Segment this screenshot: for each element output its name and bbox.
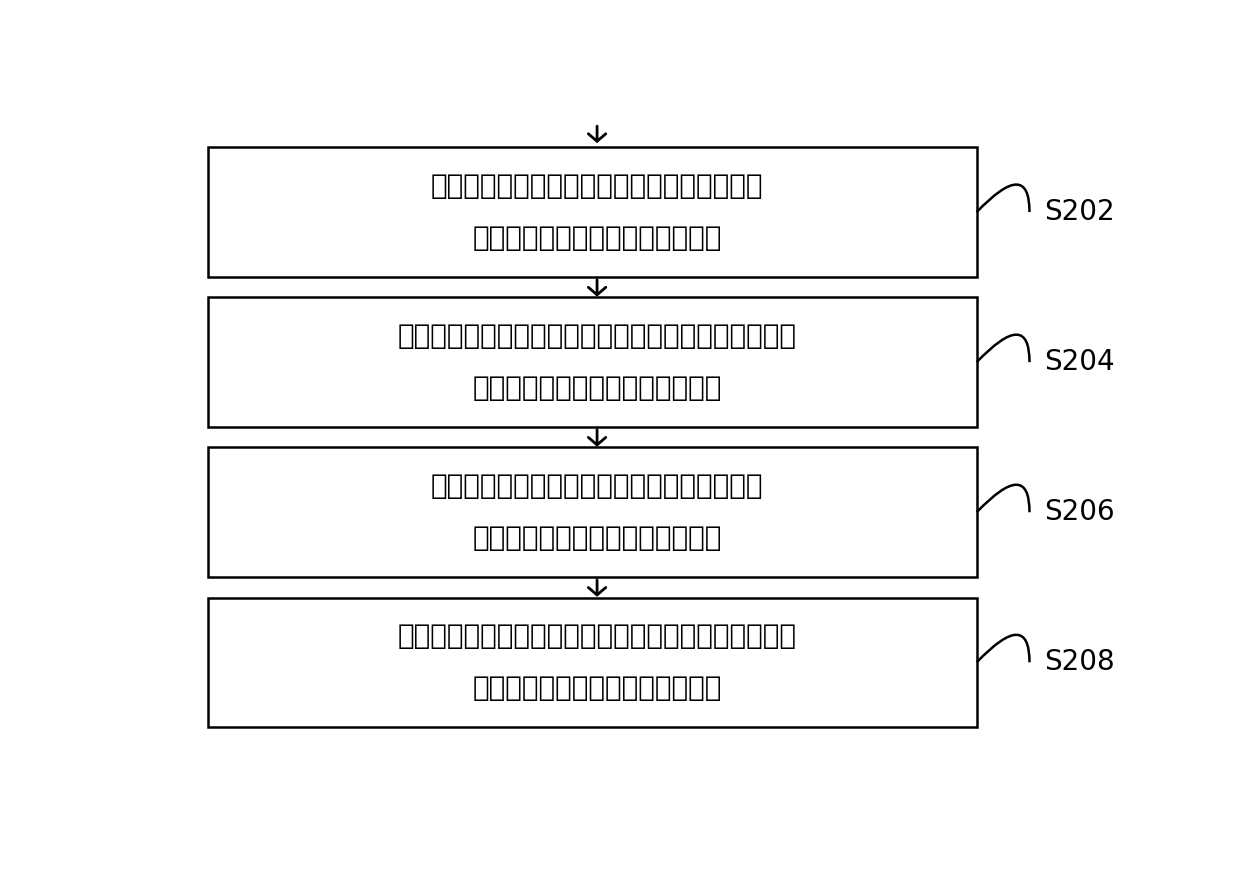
FancyBboxPatch shape: [208, 147, 977, 277]
Text: 以使得储能器件放电至第二电池组: 以使得储能器件放电至第二电池组: [472, 374, 722, 402]
FancyBboxPatch shape: [208, 597, 977, 727]
Text: 响应于达到储能器件的储能要求，断开第一开关器件，: 响应于达到储能器件的储能要求，断开第一开关器件，: [398, 323, 796, 350]
Text: 以使得第一电池组为储能器件供电: 以使得第一电池组为储能器件供电: [472, 224, 722, 252]
Text: 以使得第二电池组为储能器件供电: 以使得第二电池组为储能器件供电: [472, 525, 722, 552]
Text: S202: S202: [1044, 198, 1115, 226]
Text: 响应于达到储能器件的储能要求，断开第二开关器件，: 响应于达到储能器件的储能要求，断开第二开关器件，: [398, 622, 796, 650]
Text: 控制第一开关器件断开且第二开关器件闭合，: 控制第一开关器件断开且第二开关器件闭合，: [430, 472, 764, 501]
Text: S204: S204: [1044, 348, 1115, 377]
Text: 控制第一开关器件闭合且第二开关器件断开，: 控制第一开关器件闭合且第二开关器件断开，: [430, 172, 764, 200]
Text: 以使得储能器件放电至第一电池组: 以使得储能器件放电至第一电池组: [472, 674, 722, 703]
Text: S208: S208: [1044, 649, 1115, 676]
FancyBboxPatch shape: [208, 298, 977, 427]
FancyBboxPatch shape: [208, 447, 977, 577]
Text: S206: S206: [1044, 498, 1115, 526]
